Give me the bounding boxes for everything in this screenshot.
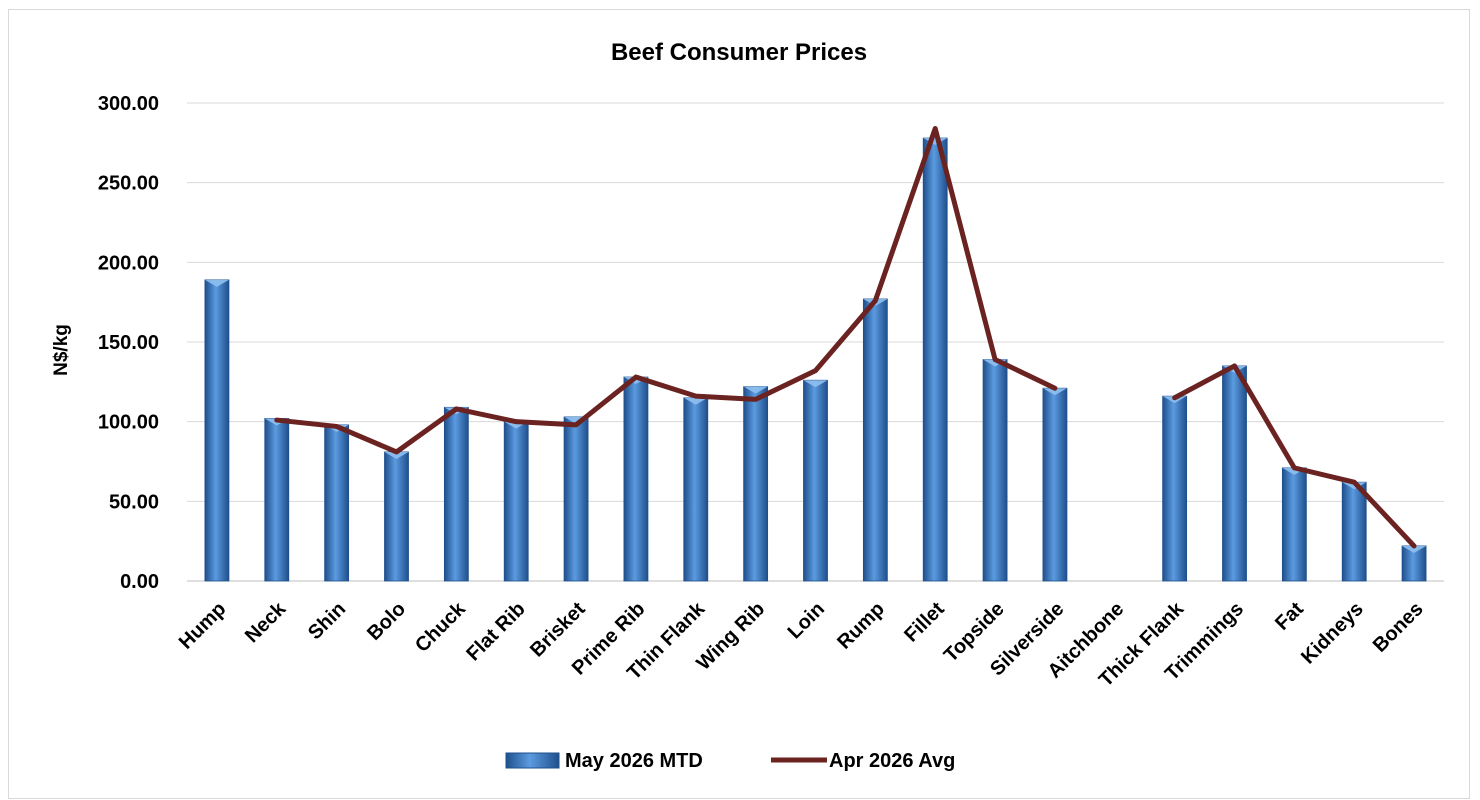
y-tick-label: 200.00	[98, 252, 159, 274]
chart-frame: Beef Consumer Prices N$/kg 0.00 50.00 100.…	[8, 9, 1470, 799]
x-tick-label: Bones	[1369, 598, 1428, 657]
line-segment	[1172, 363, 1417, 549]
line-series	[274, 125, 1417, 549]
bar	[1341, 481, 1367, 582]
bar	[862, 298, 888, 582]
legend-bar-swatch	[505, 752, 560, 769]
bar-cap	[1042, 388, 1067, 396]
legend: May 2026 MTD Apr 2026 Avg	[505, 750, 955, 772]
bar	[803, 379, 828, 582]
bar	[1042, 387, 1068, 582]
line-segment	[274, 125, 1058, 455]
bar	[264, 418, 290, 582]
x-tick-label: Hump	[175, 598, 231, 654]
x-tick-label: Rump	[833, 598, 889, 654]
y-tick-label: 250.00	[98, 173, 159, 195]
bar-cap	[743, 386, 768, 394]
bar	[922, 137, 948, 582]
bar-cap	[1402, 545, 1427, 553]
y-tick-labels: 0.00 50.00 100.00 150.00 200.00 250.00 300.00	[98, 93, 159, 593]
x-tick-label: Kidneys	[1297, 598, 1368, 669]
bar	[204, 279, 230, 582]
bar	[683, 397, 709, 582]
legend-line-label: Apr 2026 Avg	[829, 750, 955, 772]
bar	[443, 406, 469, 582]
x-tick-label: Shin	[304, 598, 350, 644]
chart-title: Beef Consumer Prices	[611, 39, 867, 66]
bar-cap	[384, 451, 409, 459]
y-tick-label: 300.00	[98, 93, 159, 115]
x-tick-label: Fillet	[900, 598, 949, 647]
y-tick-label: 150.00	[98, 332, 159, 354]
x-tick-label: Neck	[241, 597, 291, 647]
bar	[1281, 467, 1307, 582]
bar	[563, 416, 589, 582]
bar	[324, 424, 350, 582]
y-tick-label: 100.00	[98, 412, 159, 434]
x-tick-label: Loin	[784, 598, 829, 643]
bar-cap	[803, 380, 828, 388]
y-axis-label: N$/kg	[51, 324, 72, 376]
bar	[1162, 395, 1188, 582]
x-tick-label: Chuck	[411, 597, 470, 656]
bar	[503, 421, 529, 582]
bar	[623, 376, 649, 582]
bar	[1222, 365, 1247, 582]
y-tick-label: 0.00	[120, 571, 159, 593]
x-tick-label: Flat Rib	[462, 598, 529, 665]
x-tick-label: Bolo	[363, 598, 410, 645]
bar-cap	[683, 397, 708, 405]
legend-bar-label: May 2026 MTD	[565, 750, 703, 772]
y-tick-label: 50.00	[109, 491, 159, 513]
bar-cap	[204, 279, 229, 287]
x-tick-label: Fat	[1271, 598, 1308, 635]
bar-series	[204, 137, 1427, 582]
bar	[384, 451, 409, 582]
bar	[982, 359, 1008, 582]
bar	[743, 386, 769, 582]
chart-svg: Beef Consumer Prices N$/kg 0.00 50.00 100.…	[51, 39, 1444, 772]
